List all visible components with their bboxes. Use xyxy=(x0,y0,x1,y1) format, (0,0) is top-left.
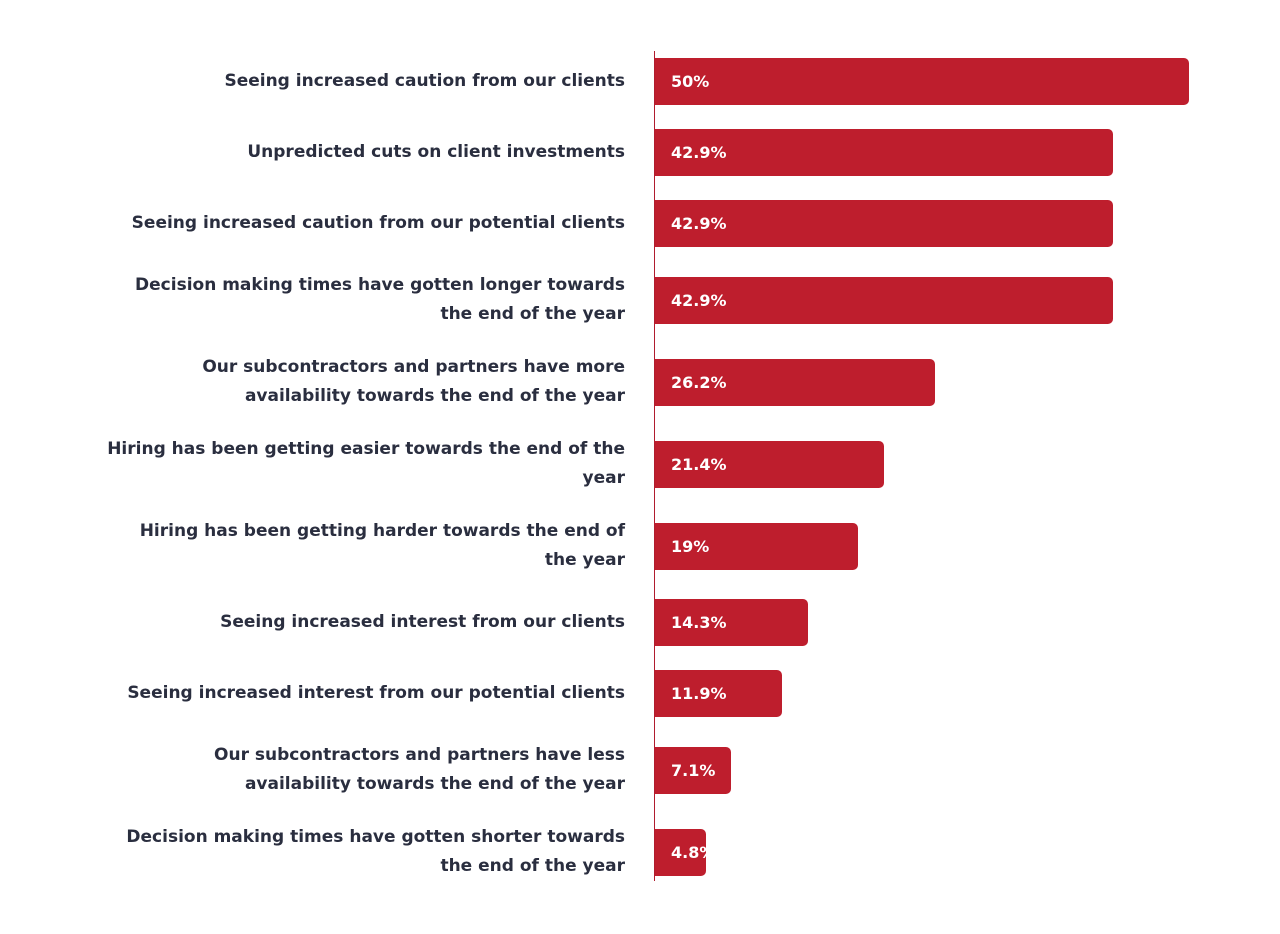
category-label: Decision making times have gotten longer… xyxy=(135,275,625,324)
bar: 42.9% xyxy=(655,128,1114,176)
category-label: Our subcontractors and partners have mor… xyxy=(202,357,625,406)
data-label: 42.9% xyxy=(671,142,727,162)
category-label: Seeing increased caution from our potent… xyxy=(131,212,625,233)
category-label: Seeing increased interest from our poten… xyxy=(127,682,625,703)
data-label: 19% xyxy=(671,536,710,556)
category-label: Our subcontractors and partners have les… xyxy=(214,745,625,794)
bar: 4.8% xyxy=(655,828,715,876)
bar: 11.9% xyxy=(655,669,783,717)
data-label: 26.2% xyxy=(671,372,727,392)
category-axis-line xyxy=(654,51,655,881)
category-label: Unpredicted cuts on client investments xyxy=(247,141,625,162)
data-label: 11.9% xyxy=(671,683,727,703)
category-label: Hiring has been getting harder towards t… xyxy=(139,521,625,570)
category-label: Seeing increased interest from our clien… xyxy=(220,611,625,632)
data-label: 7.1% xyxy=(671,760,716,780)
bar: 21.4% xyxy=(655,440,884,488)
bar: 7.1% xyxy=(655,746,731,794)
bar: 19% xyxy=(655,522,858,570)
data-label: 42.9% xyxy=(671,213,727,233)
category-label: Seeing increased caution from our client… xyxy=(224,70,625,91)
data-label: 21.4% xyxy=(671,454,727,474)
bar: 50% xyxy=(655,57,1189,105)
data-label: 50% xyxy=(671,71,710,91)
bar: 42.9% xyxy=(655,199,1114,247)
data-label: 14.3% xyxy=(671,612,727,632)
data-label: 4.8% xyxy=(671,842,716,862)
bar: 14.3% xyxy=(655,598,808,646)
bar: 26.2% xyxy=(655,358,935,406)
category-label: Decision making times have gotten shorte… xyxy=(126,827,625,876)
data-label: 42.9% xyxy=(671,290,727,310)
bar: 42.9% xyxy=(655,276,1114,324)
category-label: Hiring has been getting easier towards t… xyxy=(107,439,625,488)
